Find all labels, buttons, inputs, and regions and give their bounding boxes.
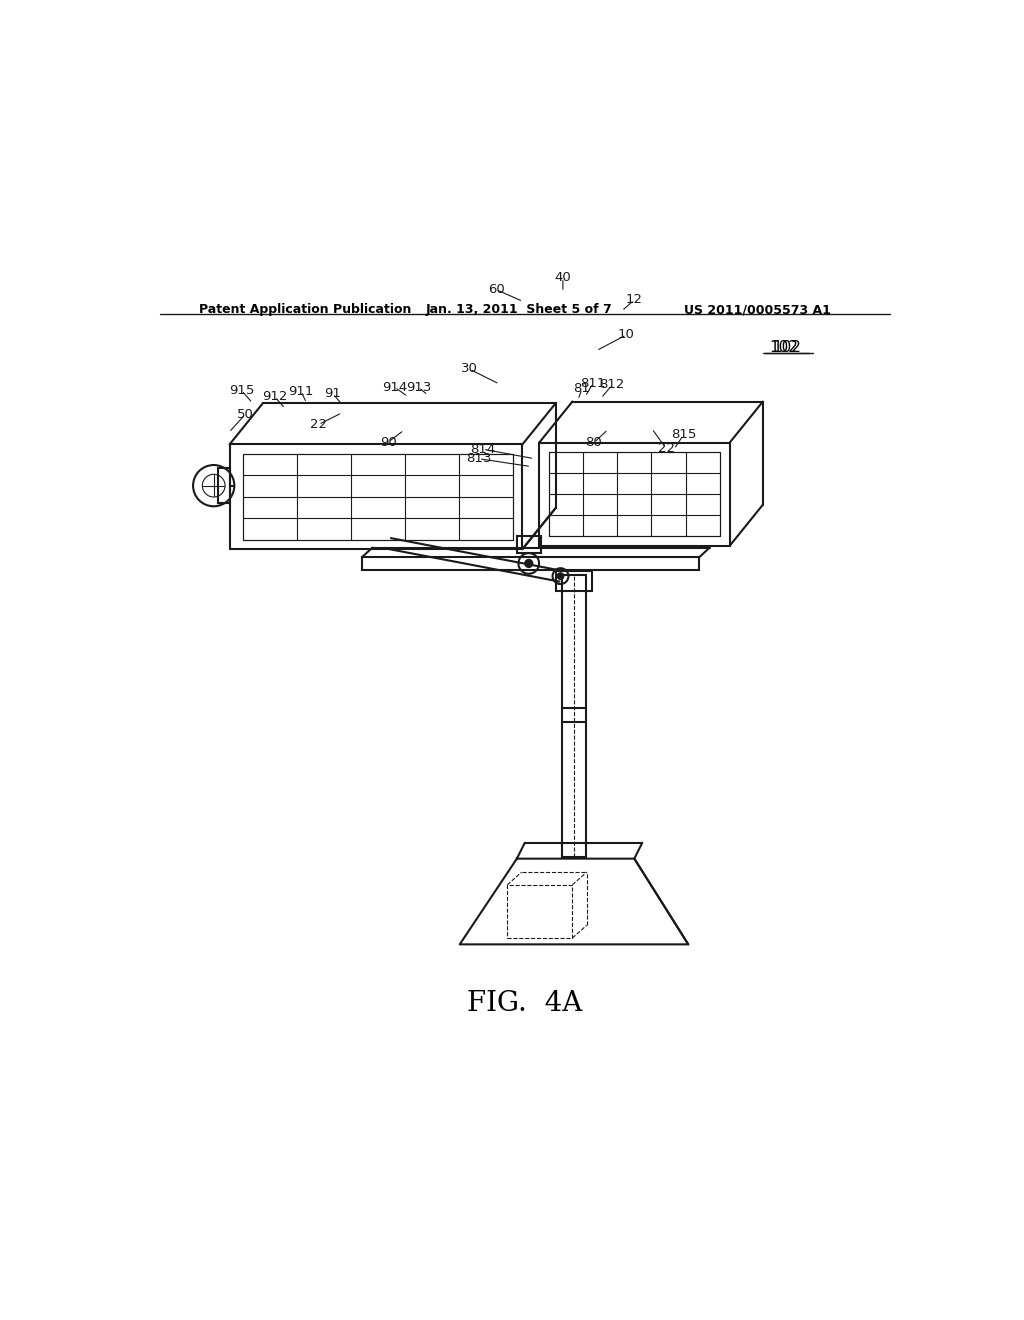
Bar <box>517 536 541 553</box>
Text: US 2011/0005573 A1: US 2011/0005573 A1 <box>684 304 830 315</box>
Bar <box>562 576 586 857</box>
Text: 60: 60 <box>487 282 505 296</box>
Text: 40: 40 <box>555 271 571 284</box>
Text: 30: 30 <box>461 363 477 375</box>
Text: 102: 102 <box>772 339 801 355</box>
Text: 814: 814 <box>470 442 496 455</box>
Bar <box>218 469 229 503</box>
Text: 913: 913 <box>406 380 431 393</box>
Text: 811: 811 <box>581 376 606 389</box>
Circle shape <box>524 558 534 568</box>
Bar <box>507 884 572 939</box>
Text: 91: 91 <box>325 387 341 400</box>
Text: 911: 911 <box>289 384 313 397</box>
Text: 80: 80 <box>586 437 602 449</box>
Text: 815: 815 <box>671 429 696 441</box>
Text: 81: 81 <box>573 383 591 396</box>
Text: 22: 22 <box>310 418 327 432</box>
Text: 12: 12 <box>626 293 643 306</box>
Text: 102: 102 <box>769 339 798 355</box>
Text: 10: 10 <box>617 329 635 342</box>
Bar <box>539 442 729 546</box>
Text: 812: 812 <box>599 379 625 391</box>
Text: FIG.  4A: FIG. 4A <box>467 990 583 1018</box>
Text: 813: 813 <box>466 453 492 465</box>
Text: Patent Application Publication: Patent Application Publication <box>200 304 412 315</box>
Text: 90: 90 <box>380 436 396 449</box>
Bar <box>229 445 522 549</box>
Circle shape <box>557 572 564 579</box>
Bar <box>556 572 592 591</box>
Bar <box>549 453 720 536</box>
Text: Jan. 13, 2011  Sheet 5 of 7: Jan. 13, 2011 Sheet 5 of 7 <box>426 304 612 315</box>
Text: 22: 22 <box>657 442 675 455</box>
Text: 914: 914 <box>382 380 408 393</box>
Text: 50: 50 <box>237 408 254 421</box>
Bar <box>362 557 699 570</box>
Text: 912: 912 <box>262 391 288 404</box>
Bar <box>243 454 513 540</box>
Text: 915: 915 <box>228 384 254 397</box>
